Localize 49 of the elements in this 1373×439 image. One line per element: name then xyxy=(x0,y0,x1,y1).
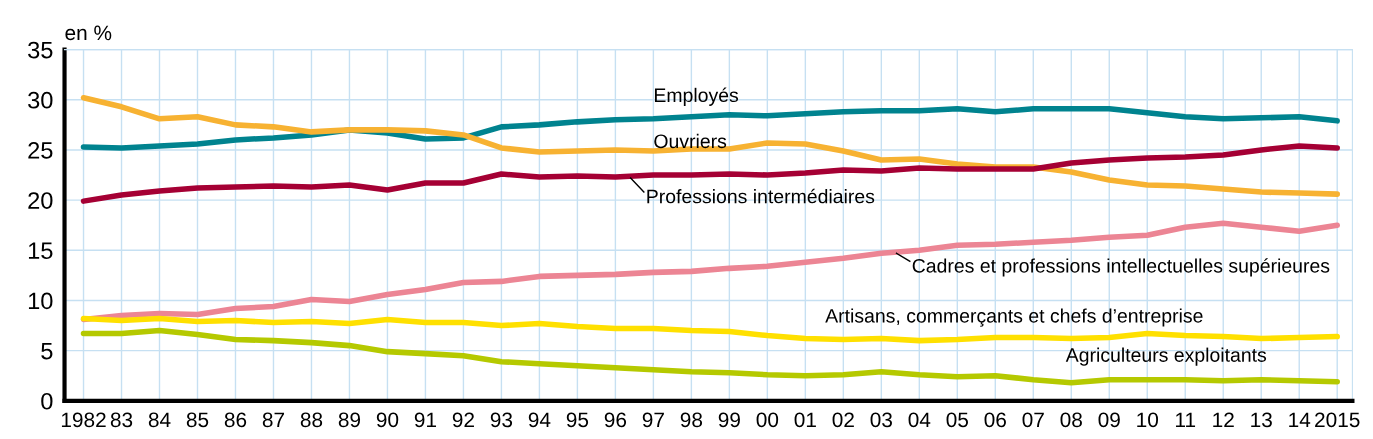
x-tick-label: 94 xyxy=(528,412,551,428)
x-tick-label: 09 xyxy=(1098,412,1120,428)
x-tick-label: 93 xyxy=(490,412,513,428)
x-tick-label: 14 xyxy=(1289,412,1311,428)
y-tick-label: 30 xyxy=(28,91,53,109)
x-tick-label: 84 xyxy=(148,412,171,428)
y-tick-label: 20 xyxy=(28,192,53,209)
x-tick-label: 87 xyxy=(262,412,285,428)
y-tick-label: 35 xyxy=(28,41,53,59)
x-tick-label: 2015 xyxy=(1315,412,1360,428)
x-tick-label: 99 xyxy=(718,412,740,428)
x-tick-label: 83 xyxy=(110,412,133,428)
x-tick-label: 12 xyxy=(1213,412,1234,428)
x-tick-label: 97 xyxy=(642,412,664,428)
x-tick-label: 11 xyxy=(1176,412,1196,428)
y-tick-label: 10 xyxy=(28,292,53,310)
x-tick-label: 02 xyxy=(832,412,854,428)
x-tick-label: 08 xyxy=(1060,412,1082,428)
x-tick-label: 05 xyxy=(946,412,969,428)
x-tick-label: 96 xyxy=(604,412,627,428)
series-label: Artisans, commerçants et chefs d’entreprise xyxy=(825,308,1203,327)
x-tick-label: 91 xyxy=(414,412,437,428)
series-label: Cadres et professions intellectuelles supérieures xyxy=(912,258,1330,277)
x-tick-label: 85 xyxy=(186,412,209,428)
series-label: Professions intermédiaires xyxy=(647,188,875,204)
x-tick-label: 89 xyxy=(338,412,361,428)
y-axis-title: en % xyxy=(65,25,112,41)
y-tick-label: 0 xyxy=(41,392,53,410)
x-tick-label: 98 xyxy=(680,412,703,428)
x-tick-label: 86 xyxy=(224,412,247,428)
y-tick-label: 5 xyxy=(41,342,53,360)
series-label: Agriculteurs exploitants xyxy=(1065,347,1267,366)
x-tick-label: 01 xyxy=(794,412,816,428)
x-tick-label: 03 xyxy=(870,412,892,428)
y-tick-label: 25 xyxy=(28,142,53,159)
series-label: Employés xyxy=(654,87,739,106)
x-tick-label: 92 xyxy=(452,412,474,428)
series-label: Ouvriers xyxy=(654,133,727,149)
x-tick-label: 1982 xyxy=(61,412,106,428)
y-tick-label: 15 xyxy=(28,242,53,260)
x-tick-label: 95 xyxy=(566,412,589,428)
x-tick-label: 00 xyxy=(756,412,779,428)
x-tick-label: 90 xyxy=(376,412,399,428)
x-tick-label: 04 xyxy=(908,412,931,428)
x-tick-label: 13 xyxy=(1251,412,1272,428)
x-tick-label: 88 xyxy=(300,412,323,428)
x-tick-label: 06 xyxy=(984,412,1006,428)
x-tick-label: 10 xyxy=(1137,412,1159,428)
x-tick-label: 07 xyxy=(1022,412,1044,428)
